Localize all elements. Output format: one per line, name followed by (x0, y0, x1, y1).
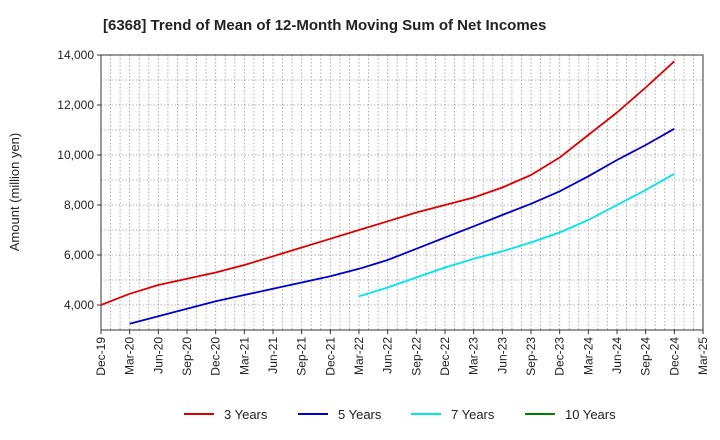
x-tick-label: Jun-21 (266, 337, 280, 374)
x-tick-label: Jun-20 (151, 337, 165, 374)
series-line-3 (358, 173, 675, 298)
x-tick-label: Mar-25 (696, 337, 710, 375)
x-tick-label: Sep-24 (639, 337, 653, 376)
x-tick-label: Dec-23 (553, 337, 567, 376)
x-tick-label: Mar-20 (123, 337, 137, 375)
legend-label: 7 Years (451, 407, 495, 422)
x-tick-label: Dec-21 (323, 337, 337, 376)
x-tick-label: Sep-21 (295, 337, 309, 376)
x-tick-label: Dec-22 (438, 337, 452, 376)
y-tick-label: 8,000 (64, 198, 94, 212)
series-lines (100, 60, 675, 325)
chart-title: [6368] Trend of Mean of 12-Month Moving … (103, 17, 546, 34)
y-tick-label: 10,000 (57, 148, 94, 162)
y-axis-label: Amount (million yen) (7, 133, 22, 252)
x-tick-label: Mar-24 (581, 337, 595, 375)
x-tick-label: Mar-22 (352, 337, 366, 375)
x-tick-label: Sep-22 (409, 337, 423, 376)
y-tick-label: 6,000 (64, 248, 94, 262)
legend-label: 5 Years (338, 407, 382, 422)
x-tick-label: Sep-23 (524, 337, 538, 376)
x-tick-label: Dec-19 (94, 337, 108, 376)
y-axis-ticks: 4,000 6,000 8,000 10,000 12,000 14,000 (57, 48, 101, 312)
x-tick-label: Dec-20 (209, 337, 223, 376)
x-tick-label: Jun-22 (381, 337, 395, 374)
legend-label: 10 Years (565, 407, 616, 422)
y-tick-label: 14,000 (57, 48, 94, 62)
series-line-1 (100, 60, 675, 306)
grid (100, 54, 703, 331)
x-tick-label: Dec-24 (667, 337, 681, 376)
x-tick-label: Jun-24 (610, 337, 624, 374)
legend: 3 Years 5 Years 7 Years 10 Years (184, 407, 616, 422)
x-tick-label: Mar-23 (467, 337, 481, 375)
x-tick-label: Sep-20 (180, 337, 194, 376)
y-tick-label: 4,000 (64, 298, 94, 312)
legend-label: 3 Years (224, 407, 268, 422)
x-tick-label: Jun-23 (495, 337, 509, 374)
series-line-2 (129, 128, 675, 325)
x-axis-ticks: Dec-19 Mar-20 Jun-20 Sep-20 Dec-20 Mar-21 Jun-… (94, 330, 710, 376)
y-tick-label: 12,000 (57, 98, 94, 112)
x-tick-label: Mar-21 (237, 337, 251, 375)
plot-frame (100, 54, 704, 331)
